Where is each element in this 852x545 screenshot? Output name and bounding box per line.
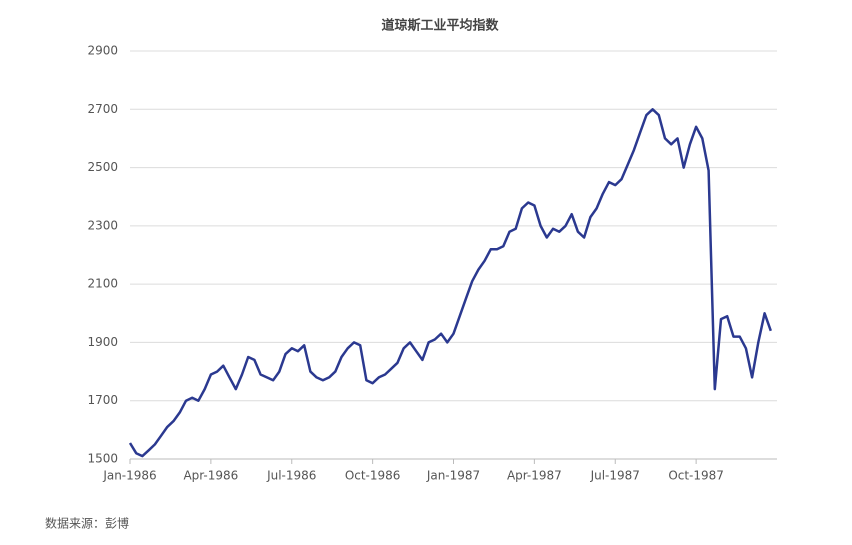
chart-title: 道琼斯工业平均指数 — [381, 18, 499, 34]
x-tick-label: Jan-1987 — [426, 469, 480, 483]
price-line — [128, 108, 772, 458]
source-note: 数据来源：彭博 — [45, 516, 129, 531]
x-tick-label: Jul-1986 — [266, 469, 316, 483]
y-tick-label: 2700 — [87, 102, 118, 116]
x-tick-label: Jan-1986 — [102, 469, 156, 483]
y-tick-label: 2500 — [87, 160, 118, 174]
y-tick-label: 1500 — [87, 452, 118, 466]
y-tick-label: 2900 — [87, 44, 118, 58]
y-tick-label: 1900 — [87, 335, 118, 349]
y-tick-label: 2100 — [87, 277, 118, 291]
x-tick-label: Apr-1986 — [183, 469, 238, 483]
y-tick-label: 1700 — [87, 393, 118, 407]
x-tick-label: Oct-1986 — [345, 469, 401, 483]
x-tick-label: Apr-1987 — [507, 469, 562, 483]
x-tick-label: Jul-1987 — [590, 469, 640, 483]
x-tick-label: Oct-1987 — [668, 469, 724, 483]
y-tick-label: 2300 — [87, 218, 118, 232]
